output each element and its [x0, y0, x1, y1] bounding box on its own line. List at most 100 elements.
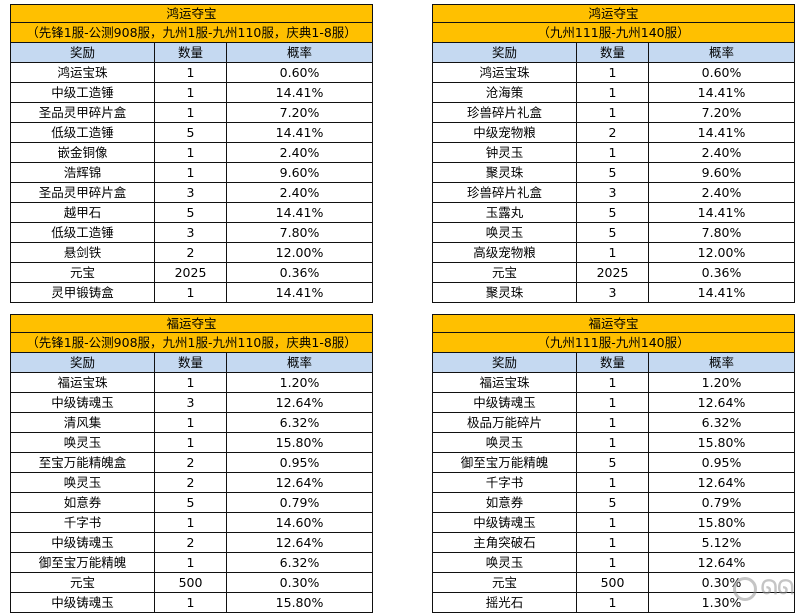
probability-cell: 15.80% [647, 512, 796, 533]
quantity-cell: 5 [576, 162, 649, 183]
table-row: 福运宝珠 1 1.20% [432, 372, 796, 393]
table-row: 悬剑铁 2 12.00% [10, 242, 374, 263]
reward-cell: 中级铸魂玉 [10, 532, 155, 553]
table-subtitle: （先锋1服-公测908服，九州1服-九州110服，庆典1-8服） [9, 332, 374, 353]
probability-cell: 9.60% [647, 162, 796, 183]
reward-cell: 唤灵玉 [432, 222, 577, 243]
probability-cell: 0.36% [647, 262, 796, 283]
probability-cell: 12.00% [225, 242, 374, 263]
table-title: 福运夺宝 [431, 314, 796, 333]
reward-cell: 浩辉锦 [10, 162, 155, 183]
quantity-cell: 5 [154, 492, 227, 513]
quantity-cell: 1 [154, 282, 227, 303]
reward-cell: 福运宝珠 [432, 372, 577, 393]
quantity-cell: 1 [154, 142, 227, 163]
reward-cell: 中级铸魂玉 [10, 392, 155, 413]
table-row: 中级铸魂玉 1 15.80% [432, 512, 796, 533]
quantity-cell: 3 [154, 222, 227, 243]
quantity-cell: 1 [154, 162, 227, 183]
reward-cell: 中级工造锤 [10, 82, 155, 103]
quantity-cell: 1 [154, 372, 227, 393]
watermark-ring-icon [732, 576, 757, 601]
reward-cell: 高级宠物粮 [432, 242, 577, 263]
probability-cell: 14.41% [225, 282, 374, 303]
probability-cell: 0.30% [225, 572, 374, 593]
probability-cell: 1.20% [225, 372, 374, 393]
probability-cell: 0.79% [225, 492, 374, 513]
probability-cell: 12.64% [647, 472, 796, 493]
quantity-cell: 2 [154, 532, 227, 553]
table-row: 福运宝珠 1 1.20% [10, 372, 374, 393]
quantity-cell: 3 [576, 282, 649, 303]
quantity-cell: 2025 [154, 262, 227, 283]
reward-cell: 圣品灵甲碎片盒 [10, 182, 155, 203]
table-row: 鸿运宝珠 1 0.60% [432, 62, 796, 83]
table-row: 如意券 5 0.79% [10, 492, 374, 513]
quantity-cell: 5 [576, 492, 649, 513]
column-header: 奖励 [10, 352, 155, 373]
probability-cell: 12.64% [225, 532, 374, 553]
table-title-row: 鸿运夺宝 [431, 4, 796, 23]
column-header: 概率 [647, 352, 796, 373]
probability-cell: 14.41% [647, 282, 796, 303]
table-row: 珍兽碎片礼盒 3 2.40% [432, 182, 796, 203]
table-row: 低级工造锤 3 7.80% [10, 222, 374, 243]
reward-cell: 钟灵玉 [432, 142, 577, 163]
reward-cell: 悬剑铁 [10, 242, 155, 263]
reward-cell: 摇光石 [432, 592, 577, 613]
reward-cell: 唤灵玉 [10, 432, 155, 453]
quantity-cell: 1 [576, 142, 649, 163]
table-row: 千字书 1 12.64% [432, 472, 796, 493]
quantity-cell: 5 [576, 202, 649, 223]
table-row: 低级工造锤 5 14.41% [10, 122, 374, 143]
reward-cell: 中级铸魂玉 [432, 392, 577, 413]
table-row: 至宝万能精魄盒 2 0.95% [10, 452, 374, 473]
quantity-cell: 1 [154, 82, 227, 103]
reward-cell: 中级铸魂玉 [10, 592, 155, 613]
quantity-cell: 1 [154, 552, 227, 573]
quantity-cell: 2 [154, 242, 227, 263]
probability-cell: 15.80% [647, 432, 796, 453]
lottery-table-hongyun-2: 鸿运夺宝 （九州111服-九州140服） 奖励 数量 概率 鸿运宝珠 1 0.60% 沧海策 1 1… [431, 4, 796, 303]
probability-cell: 0.79% [647, 492, 796, 513]
table-header-row: 奖励 数量 概率 [10, 352, 374, 373]
table-row: 聚灵珠 5 9.60% [432, 162, 796, 183]
probability-cell: 14.41% [225, 82, 374, 103]
table-subtitle: （九州111服-九州140服） [431, 332, 796, 353]
probability-cell: 15.80% [225, 592, 374, 613]
reward-cell: 唤灵玉 [10, 472, 155, 493]
table-title-row: 鸿运夺宝 [9, 4, 374, 23]
table-row: 高级宠物粮 1 12.00% [432, 242, 796, 263]
reward-cell: 鸿运宝珠 [10, 62, 155, 83]
column-header: 概率 [225, 352, 374, 373]
reward-cell: 圣品灵甲碎片盒 [10, 102, 155, 123]
reward-cell: 低级工造锤 [10, 222, 155, 243]
quantity-cell: 500 [576, 572, 649, 593]
reward-cell: 中级宠物粮 [432, 122, 577, 143]
column-header: 概率 [225, 42, 374, 63]
quantity-cell: 5 [154, 202, 227, 223]
reward-cell: 清风集 [10, 412, 155, 433]
quantity-cell: 1 [576, 552, 649, 573]
reward-cell: 聚灵珠 [432, 282, 577, 303]
table-row: 沧海策 1 14.41% [432, 82, 796, 103]
reward-cell: 元宝 [432, 262, 577, 283]
table-row: 浩辉锦 1 9.60% [10, 162, 374, 183]
reward-cell: 唤灵玉 [432, 432, 577, 453]
table-row: 聚灵珠 3 14.41% [432, 282, 796, 303]
table-row: 嵌金铜像 1 2.40% [10, 142, 374, 163]
table-subtitle-row: （九州111服-九州140服） [431, 22, 796, 43]
quantity-cell: 3 [576, 182, 649, 203]
quantity-cell: 1 [576, 412, 649, 433]
table-title: 福运夺宝 [9, 314, 374, 333]
table-subtitle: （九州111服-九州140服） [431, 22, 796, 43]
quantity-cell: 2025 [576, 262, 649, 283]
probability-cell: 7.20% [647, 102, 796, 123]
column-header: 奖励 [432, 352, 577, 373]
probability-cell: 0.36% [225, 262, 374, 283]
table-row: 鸿运宝珠 1 0.60% [10, 62, 374, 83]
quantity-cell: 1 [576, 472, 649, 493]
table-row: 元宝 2025 0.36% [432, 262, 796, 283]
table-row: 中级铸魂玉 1 15.80% [10, 592, 374, 613]
quantity-cell: 1 [154, 102, 227, 123]
